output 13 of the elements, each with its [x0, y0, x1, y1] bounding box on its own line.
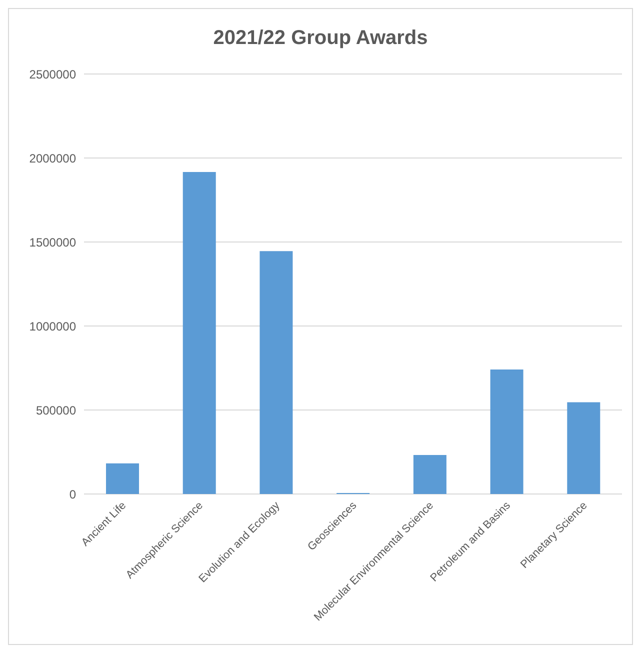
- y-tick-label: 1500000: [29, 235, 76, 250]
- bar: [567, 402, 600, 494]
- y-tick-label: 500000: [36, 403, 76, 418]
- y-tick-label: 2500000: [29, 67, 76, 82]
- bar: [490, 370, 524, 494]
- bar: [413, 455, 446, 494]
- bar: [260, 251, 293, 494]
- y-tick-label: 2000000: [29, 151, 76, 166]
- y-tick-label: 1000000: [29, 319, 76, 334]
- y-tick-label: 0: [69, 487, 76, 502]
- bar: [182, 172, 216, 494]
- bar: [106, 463, 139, 494]
- chart-title: 2021/22 Group Awards: [212, 27, 429, 50]
